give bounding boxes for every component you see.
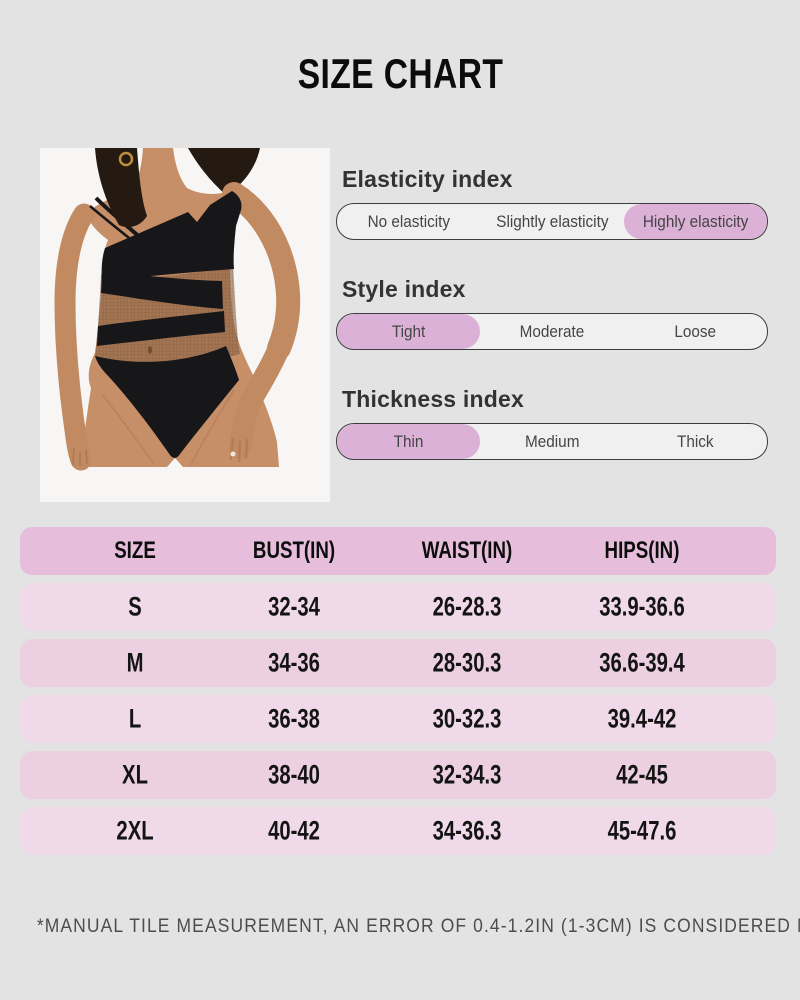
thickness-index-label: Thickness index — [342, 386, 524, 412]
elasticity-option-no-elasticity: No elasticity — [367, 211, 450, 231]
cell-waist: 32-34.3 — [432, 759, 502, 790]
cell-bust: 36-38 — [267, 703, 320, 734]
col-header-waist: WAIST(IN) — [421, 537, 513, 564]
elasticity-scale: No elasticity Slightly elasticity Highly… — [336, 203, 768, 240]
swimsuit-model-illustration — [40, 148, 330, 502]
cell-size: M — [126, 647, 144, 678]
col-header-bust: BUST(IN) — [252, 537, 335, 564]
thickness-option-medium: Medium — [524, 431, 580, 451]
elasticity-option-highly-elasticity-selected: Highly elasticity — [623, 204, 767, 239]
cell-waist: 34-36.3 — [432, 815, 502, 846]
cell-hips: 45-47.6 — [607, 815, 677, 846]
thickness-option-thick: Thick — [677, 431, 714, 451]
thickness-index-group: Thickness index Thin Medium Thick — [336, 386, 768, 460]
index-panel: Elasticity index No elasticity Slightly … — [336, 166, 768, 496]
cell-size: 2XL — [116, 815, 154, 846]
footer-note-text: *MANUAL TILE MEASUREMENT, AN ERROR OF 0.… — [36, 916, 800, 937]
cell-bust: 38-40 — [267, 759, 320, 790]
cell-hips: 42-45 — [616, 759, 669, 790]
page-title-text: SIZE CHART — [297, 50, 503, 97]
style-index-group: Style index Tight Moderate Loose — [336, 276, 768, 350]
cell-waist: 26-28.3 — [432, 591, 502, 622]
cell-bust: 40-42 — [267, 815, 320, 846]
table-row-m: M 34-36 28-30.3 36.6-39.4 — [20, 639, 776, 687]
table-row-l: L 36-38 30-32.3 39.4-42 — [20, 695, 776, 743]
cell-hips: 36.6-39.4 — [599, 647, 685, 678]
page-title: SIZE CHART — [0, 50, 800, 98]
elasticity-index-label: Elasticity index — [342, 166, 513, 192]
cell-size: XL — [121, 759, 148, 790]
cell-size: S — [128, 591, 142, 622]
style-option-moderate: Moderate — [519, 321, 585, 341]
size-table-header-row: SIZE BUST(IN) WAIST(IN) HIPS(IN) — [20, 527, 776, 575]
product-photo — [40, 148, 330, 502]
size-table: SIZE BUST(IN) WAIST(IN) HIPS(IN) S 32-34… — [20, 527, 776, 863]
cell-bust: 32-34 — [267, 591, 320, 622]
thickness-scale: Thin Medium Thick — [336, 423, 768, 460]
footer-note: *MANUAL TILE MEASUREMENT, AN ERROR OF 0.… — [0, 916, 800, 938]
col-header-hips: HIPS(IN) — [604, 537, 680, 564]
col-header-size: SIZE — [114, 537, 156, 564]
cell-hips: 39.4-42 — [607, 703, 677, 734]
table-row-2xl: 2XL 40-42 34-36.3 45-47.6 — [20, 807, 776, 855]
elasticity-option-slightly-elasticity: Slightly elasticity — [495, 211, 609, 231]
style-option-loose: Loose — [674, 321, 717, 341]
cell-hips: 33.9-36.6 — [599, 591, 685, 622]
cell-size: L — [128, 703, 142, 734]
cell-waist: 28-30.3 — [432, 647, 502, 678]
style-index-label: Style index — [342, 276, 466, 302]
style-scale: Tight Moderate Loose — [336, 313, 768, 350]
thickness-option-thin-selected: Thin — [337, 424, 481, 459]
table-row-xl: XL 38-40 32-34.3 42-45 — [20, 751, 776, 799]
cell-waist: 30-32.3 — [432, 703, 502, 734]
elasticity-index-group: Elasticity index No elasticity Slightly … — [336, 166, 768, 240]
cell-bust: 34-36 — [267, 647, 320, 678]
style-option-tight-selected: Tight — [337, 314, 481, 349]
table-row-s: S 32-34 26-28.3 33.9-36.6 — [20, 583, 776, 631]
